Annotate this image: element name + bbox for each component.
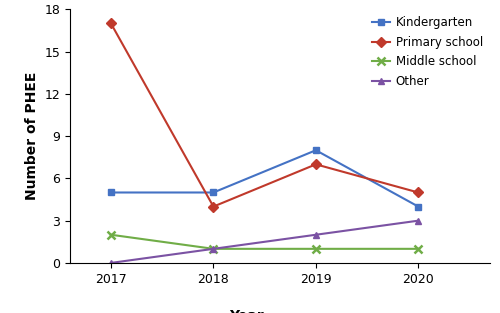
- Primary school: [210, 205, 216, 208]
- Middle school: [313, 247, 319, 251]
- Line: Other: Other: [108, 217, 422, 266]
- Middle school: [416, 247, 422, 251]
- Y-axis label: Number of PHEE: Number of PHEE: [25, 72, 39, 200]
- Line: Primary school: Primary school: [108, 20, 422, 210]
- Legend: Kindergarten, Primary school, Middle school, Other: Kindergarten, Primary school, Middle sch…: [368, 12, 488, 93]
- Line: Kindergarten: Kindergarten: [108, 147, 422, 210]
- Primary school: [313, 162, 319, 166]
- Text: Year: Year: [229, 309, 264, 313]
- Middle school: [210, 247, 216, 251]
- Kindergarten: [108, 191, 114, 194]
- Other: [313, 233, 319, 237]
- Middle school: [108, 233, 114, 237]
- Primary school: [416, 191, 422, 194]
- Kindergarten: [416, 205, 422, 208]
- Line: Middle school: Middle school: [107, 231, 422, 253]
- Kindergarten: [210, 191, 216, 194]
- Primary school: [108, 22, 114, 25]
- Other: [108, 261, 114, 265]
- Kindergarten: [313, 148, 319, 152]
- Other: [210, 247, 216, 251]
- Other: [416, 219, 422, 223]
